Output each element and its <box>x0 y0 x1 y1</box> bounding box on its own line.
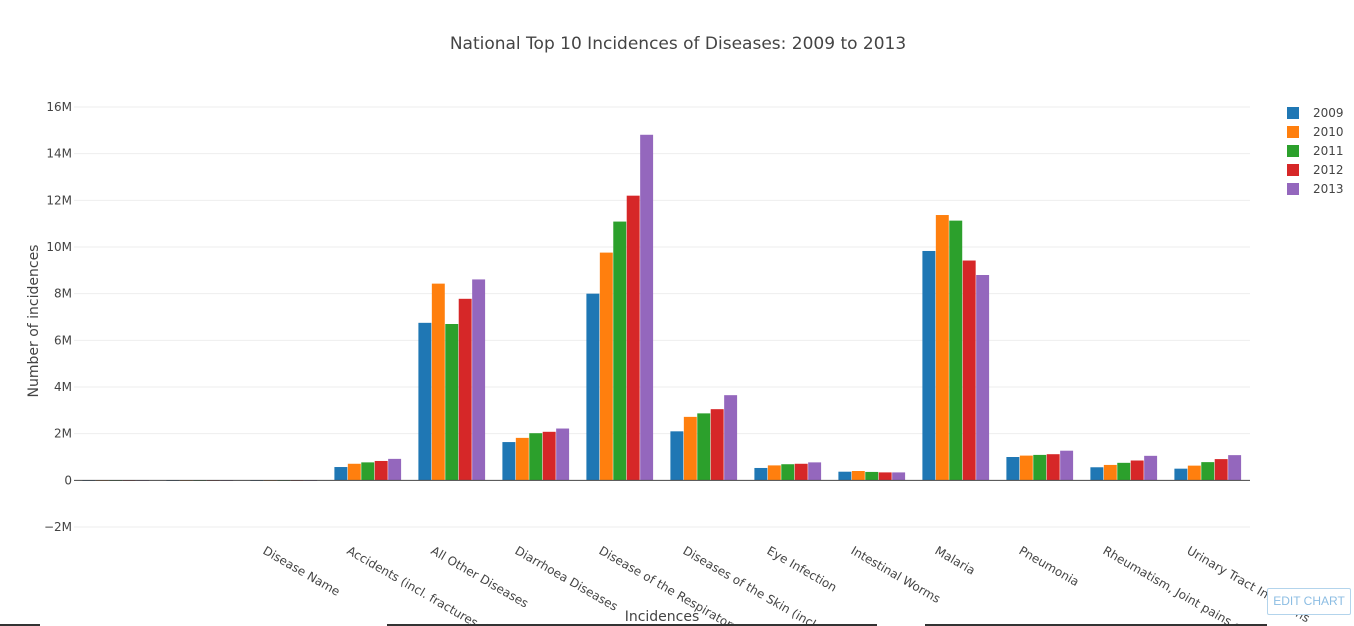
y-tick-label: 16M <box>46 100 72 114</box>
footer-line <box>0 624 1354 626</box>
bar-2010-6 <box>599 252 613 481</box>
bar-2013-9 <box>892 472 906 481</box>
bar-2009-4 <box>418 322 432 481</box>
bar-2013-7 <box>724 395 738 481</box>
x-tick-label: Pneumonia <box>1017 543 1082 589</box>
bar-2010-11 <box>1019 455 1033 481</box>
y-tick-label: 12M <box>46 193 72 207</box>
bar-2009-9 <box>838 471 852 481</box>
bar-2010-7 <box>683 416 697 481</box>
bar-2011-4 <box>445 324 459 481</box>
bar-2011-8 <box>781 464 795 481</box>
gridlines <box>74 106 1250 528</box>
chart-title: National Top 10 Incidences of Diseases: … <box>450 34 906 54</box>
bar-2009-10 <box>922 250 936 481</box>
bar-2011-9 <box>865 471 879 481</box>
bar-2010-5 <box>515 437 529 481</box>
bar-2013-8 <box>808 462 822 481</box>
y-tick-label: 6M <box>54 333 72 347</box>
bar-2012-11 <box>1046 454 1060 481</box>
y-tick-label: 4M <box>54 380 72 394</box>
bar-2013-6 <box>640 134 654 481</box>
bar-2012-4 <box>458 298 472 481</box>
x-tick-label: Eye Infection <box>765 543 840 594</box>
legend-swatch <box>1287 183 1299 195</box>
bars <box>82 134 1242 481</box>
bar-2012-10 <box>962 260 976 481</box>
bar-2010-12 <box>1103 464 1117 481</box>
bar-2009-5 <box>502 442 516 481</box>
legend-swatch <box>1287 164 1299 176</box>
bar-2013-4 <box>472 279 486 481</box>
bar-2012-6 <box>626 195 640 481</box>
x-axis-title: Incidences <box>625 609 700 625</box>
x-tick-label: Accidents (incl. fractures, b <box>345 543 494 626</box>
bar-2013-3 <box>388 458 402 481</box>
bar-2009-7 <box>670 431 684 481</box>
legend: 2009 2010 2011 2012 2013 <box>1287 106 1344 196</box>
bar-2012-13 <box>1214 459 1228 481</box>
y-tick-label: 10M <box>46 240 72 254</box>
bar-2013-13 <box>1228 455 1242 481</box>
bar-2010-9 <box>851 471 865 481</box>
legend-swatch <box>1287 107 1299 119</box>
bar-2009-3 <box>334 467 348 481</box>
x-tick-label: Disease Name <box>261 543 343 598</box>
bar-2012-7 <box>710 409 724 481</box>
legend-label: 2013 <box>1313 182 1344 196</box>
bar-2009-12 <box>1090 467 1104 481</box>
bar-2010-13 <box>1187 465 1201 481</box>
bar-2012-5 <box>542 431 556 481</box>
y-axis-title: Number of incidences <box>26 245 42 398</box>
bar-2009-8 <box>754 467 768 481</box>
bar-2010-8 <box>767 465 781 481</box>
x-tick-label: Malaria <box>933 543 978 577</box>
bar-2011-11 <box>1033 454 1047 481</box>
bar-2011-12 <box>1117 462 1131 481</box>
bar-2011-3 <box>361 462 375 481</box>
bar-2012-9 <box>878 472 892 481</box>
bar-2009-13 <box>1174 468 1188 481</box>
bar-2013-11 <box>1060 450 1074 481</box>
y-tick-label: −2M <box>44 520 72 534</box>
x-tick-label: Rheumatism, Joint pains e <box>1101 543 1244 626</box>
bar-2012-8 <box>794 463 808 481</box>
bar-2012-12 <box>1130 460 1144 481</box>
bar-2010-4 <box>431 283 445 481</box>
bar-2009-11 <box>1006 457 1020 481</box>
legend-swatch <box>1287 126 1299 138</box>
bar-2011-6 <box>613 221 627 481</box>
bar-2011-13 <box>1201 462 1215 481</box>
bar-2013-5 <box>556 428 570 481</box>
legend-swatch <box>1287 145 1299 157</box>
bar-2012-3 <box>374 460 388 481</box>
x-axis-ticks: Disease Name Accidents (incl. fractures, … <box>261 543 1313 626</box>
legend-label: 2012 <box>1313 163 1344 177</box>
bar-2009-6 <box>586 293 600 481</box>
y-tick-label: 2M <box>54 427 72 441</box>
bar-2010-10 <box>935 215 949 481</box>
legend-label: 2009 <box>1313 106 1344 120</box>
bar-2011-7 <box>697 413 711 481</box>
bar-2011-5 <box>529 433 543 481</box>
y-axis-ticks: −2M 0 2M 4M 6M 8M 10M 12M 14M 16M <box>44 100 72 534</box>
edit-chart-button[interactable]: EDIT CHART <box>1267 588 1351 615</box>
y-tick-label: 8M <box>54 287 72 301</box>
legend-label: 2011 <box>1313 144 1344 158</box>
legend-label: 2010 <box>1313 125 1344 139</box>
y-tick-label: 0 <box>64 473 72 487</box>
bar-2011-10 <box>949 220 963 481</box>
bar-2013-10 <box>976 275 990 481</box>
bar-2010-3 <box>347 463 361 481</box>
x-tick-label: Intestinal Worms <box>849 543 943 606</box>
bar-2013-12 <box>1144 455 1158 481</box>
y-tick-label: 14M <box>46 147 72 161</box>
